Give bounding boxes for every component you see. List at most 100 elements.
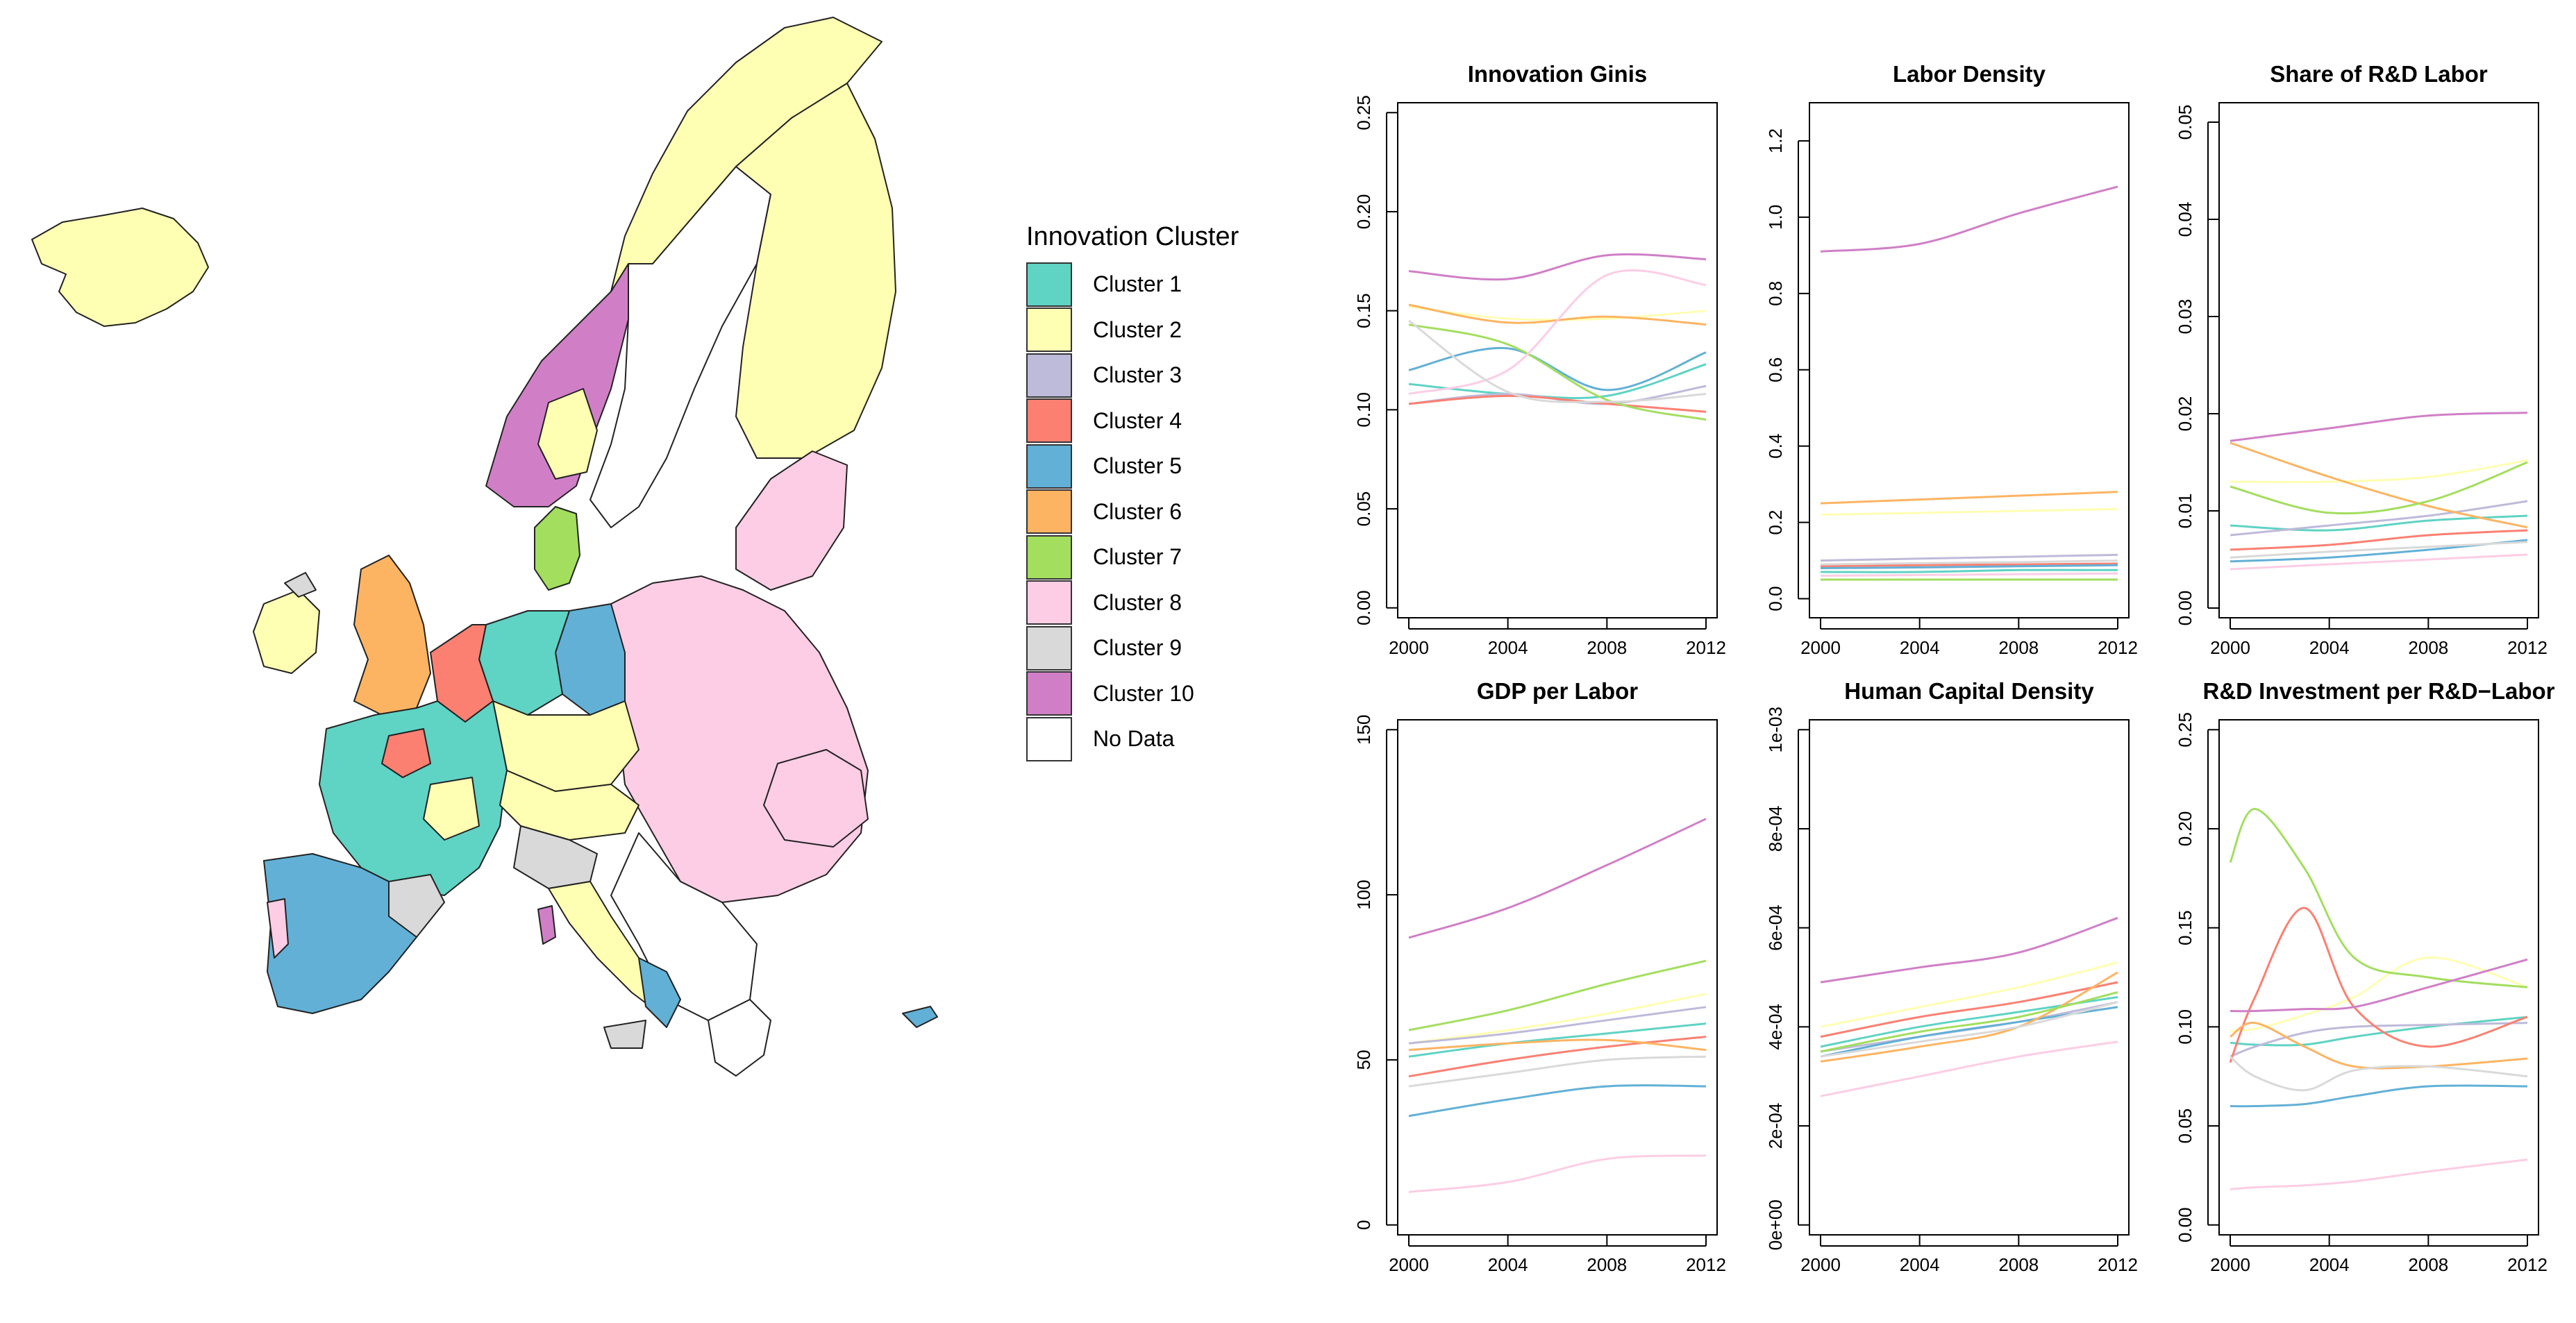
legend-swatch <box>1026 534 1072 580</box>
legend-item: Cluster 2 <box>1026 307 1239 353</box>
series-line <box>1408 319 1707 403</box>
series-line <box>2230 958 2528 1013</box>
legend-item: Cluster 5 <box>1026 444 1239 489</box>
legend-item: Cluster 3 <box>1026 353 1239 398</box>
series-line <box>2230 1056 2528 1092</box>
y-tick-label: 0.04 <box>2175 202 2196 237</box>
chart-panel: Human Capital Density 0e+00 2e-04 4e-04 6e-0… <box>1765 678 2138 1275</box>
series-line <box>1408 1022 1707 1058</box>
series-line <box>1408 1036 1707 1078</box>
series-line <box>1820 559 2118 566</box>
legend-label: Cluster 10 <box>1093 680 1194 706</box>
y-tick-label: 0.00 <box>2175 1207 2196 1242</box>
legend-swatch <box>1026 444 1072 489</box>
x-tick-label: 2008 <box>1587 1254 1627 1275</box>
series-line <box>1820 562 2118 568</box>
series-line <box>1820 961 2118 1028</box>
plot-frame <box>1397 102 1718 618</box>
region-italy-south <box>638 957 681 1028</box>
y-tick-label: 6e-04 <box>1765 904 1786 951</box>
x-tick-label: 2004 <box>1900 1254 1940 1275</box>
region-denmark <box>534 506 580 591</box>
series-line <box>1408 959 1707 1031</box>
x-tick-label: 2008 <box>1998 1254 2039 1275</box>
region-n-ireland <box>284 572 317 598</box>
chart-title: Share of R&D Labor <box>2270 61 2488 87</box>
y-tick-label: 0.00 <box>1353 590 1374 625</box>
region-portugal <box>267 898 289 959</box>
legend-item: No Data <box>1026 716 1239 762</box>
series-line <box>1408 394 1707 413</box>
legend-label: Cluster 7 <box>1093 544 1182 570</box>
legend-item: Cluster 1 <box>1026 262 1239 307</box>
y-tick-label: 0.4 <box>1765 434 1786 459</box>
series-line <box>1820 971 2118 1063</box>
series-line <box>2229 807 2528 988</box>
x-tick-label: 2000 <box>1389 637 1429 658</box>
legend-title: Innovation Cluster <box>1026 222 1239 251</box>
legend-swatch <box>1026 671 1072 716</box>
legend: Innovation Cluster Cluster 1 Cluster 2 Clu… <box>1026 222 1239 762</box>
series-line <box>2230 1084 2528 1108</box>
legend-swatch <box>1026 489 1072 534</box>
series-line <box>2230 459 2528 484</box>
series-line <box>1820 981 2118 1038</box>
y-tick-label: 1e-03 <box>1765 707 1786 753</box>
series-line <box>1820 564 2118 569</box>
y-tick-label: 0.01 <box>2175 494 2196 529</box>
y-tick-label: 0.20 <box>1353 194 1374 230</box>
x-tick-label: 2012 <box>2098 637 2138 658</box>
x-tick-label: 2012 <box>2507 637 2548 658</box>
series-line <box>1408 303 1707 326</box>
region-norway-east <box>537 388 598 480</box>
region-romania <box>763 749 869 848</box>
chart-panel: Share of R&D Labor 0.00 0.01 0.02 0.03 0.04 0.… <box>2175 61 2548 658</box>
series-line <box>1408 1006 1707 1045</box>
series-line <box>1408 1038 1707 1052</box>
legend-swatch <box>1026 580 1072 625</box>
series-line <box>2230 1022 2528 1070</box>
x-tick-label: 2008 <box>2408 1254 2448 1275</box>
region-sardinia <box>537 905 556 945</box>
y-tick-label: 0.00 <box>2175 591 2196 626</box>
plot-frame <box>2218 102 2539 618</box>
y-tick-label: 0.2 <box>1765 510 1786 535</box>
x-tick-label: 2012 <box>1686 1254 1726 1275</box>
series-line <box>1820 916 2118 984</box>
region-alps <box>499 770 639 841</box>
legend-label: Cluster 5 <box>1093 453 1182 479</box>
series-line <box>1408 253 1707 281</box>
chart-panel: GDP per Labor 0 50 100 150 2000 2004 2008 2012 <box>1353 678 1726 1275</box>
y-tick-label: 0.10 <box>2175 1009 2196 1045</box>
series-line <box>2230 956 2528 1032</box>
x-tick-label: 2012 <box>2507 1254 2548 1275</box>
y-tick-label: 100 <box>1353 879 1374 909</box>
plot-frame <box>1397 719 1718 1236</box>
y-tick-label: 0.8 <box>1765 281 1786 306</box>
x-tick-label: 2004 <box>1488 1254 1528 1275</box>
series-line <box>2230 461 2528 515</box>
chart-title: Human Capital Density <box>1844 678 2094 704</box>
plot-frame <box>2218 719 2539 1236</box>
x-tick-label: 2000 <box>1389 1254 1429 1275</box>
y-tick-label: 0.05 <box>1353 491 1374 527</box>
x-tick-label: 2004 <box>1900 637 1940 658</box>
series-line <box>2230 553 2528 571</box>
region-spain-east <box>388 874 445 938</box>
x-tick-label: 2008 <box>1587 637 1627 658</box>
y-tick-label: 0.15 <box>1353 293 1374 328</box>
y-tick-label: 0.10 <box>1353 392 1374 428</box>
y-tick-label: 0.0 <box>1765 586 1786 611</box>
series-line <box>2230 500 2528 537</box>
series-line <box>2230 1022 2528 1058</box>
y-tick-label: 8e-04 <box>1765 806 1786 852</box>
series-line <box>1820 1001 2118 1058</box>
legend-item: Cluster 6 <box>1026 489 1239 535</box>
series-line <box>1820 185 2118 253</box>
series-line <box>2230 412 2528 442</box>
series-line <box>1408 346 1707 391</box>
x-tick-label: 2008 <box>2408 637 2448 658</box>
x-tick-label: 2012 <box>1686 637 1726 658</box>
y-tick-label: 1.0 <box>1765 205 1786 230</box>
